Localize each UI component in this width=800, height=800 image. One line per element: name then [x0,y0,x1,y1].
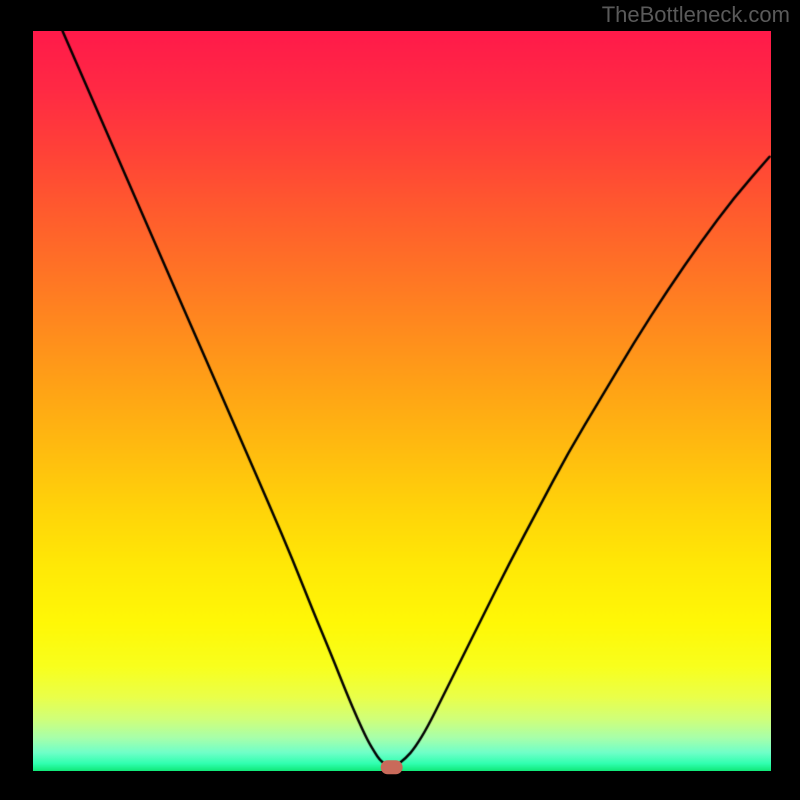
watermark-text: TheBottleneck.com [602,2,790,28]
chart-container: TheBottleneck.com [0,0,800,800]
plot-area [33,31,771,771]
minimum-marker [33,31,771,771]
